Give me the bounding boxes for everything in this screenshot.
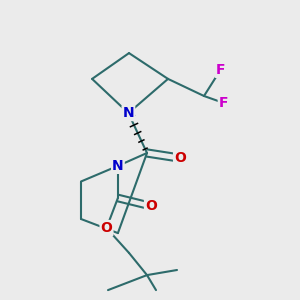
Text: O: O (145, 199, 157, 213)
Text: N: N (123, 106, 134, 120)
Text: N: N (112, 159, 124, 173)
Text: O: O (174, 151, 186, 165)
Text: F: F (216, 63, 225, 77)
Text: O: O (100, 221, 112, 235)
Text: F: F (219, 96, 228, 110)
